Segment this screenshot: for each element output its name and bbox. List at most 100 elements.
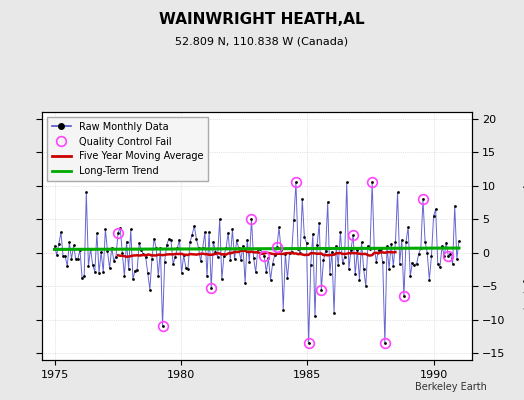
Point: [237, 257, 245, 263]
Point: [396, 260, 404, 267]
Point: [374, 246, 383, 253]
Point: [196, 258, 205, 265]
Point: [252, 269, 260, 276]
Point: [203, 273, 211, 280]
Point: [220, 252, 228, 259]
Point: [148, 256, 156, 262]
Point: [249, 255, 258, 261]
Point: [122, 238, 130, 245]
Point: [173, 245, 181, 252]
Point: [199, 245, 207, 251]
Point: [80, 273, 89, 279]
Point: [355, 276, 364, 283]
Point: [307, 262, 315, 268]
Point: [288, 249, 296, 255]
Point: [370, 245, 378, 251]
Point: [215, 216, 224, 222]
Point: [345, 266, 353, 272]
Point: [272, 244, 281, 250]
Point: [69, 242, 78, 249]
Point: [380, 340, 389, 346]
Legend: Raw Monthly Data, Quality Control Fail, Five Year Moving Average, Long-Term Tren: Raw Monthly Data, Quality Control Fail, …: [47, 117, 208, 181]
Point: [300, 234, 309, 241]
Point: [431, 206, 440, 212]
Point: [239, 243, 247, 249]
Point: [146, 286, 154, 293]
Point: [137, 247, 146, 254]
Point: [139, 251, 148, 258]
Point: [362, 283, 370, 290]
Point: [201, 229, 209, 235]
Point: [82, 189, 91, 196]
Point: [279, 306, 288, 313]
Point: [207, 285, 215, 291]
Point: [444, 253, 453, 259]
Point: [260, 253, 268, 259]
Point: [368, 179, 376, 186]
Point: [334, 262, 343, 268]
Point: [296, 250, 304, 256]
Point: [86, 245, 95, 252]
Point: [302, 240, 311, 246]
Point: [135, 240, 144, 246]
Point: [359, 266, 368, 272]
Point: [372, 259, 380, 265]
Point: [341, 254, 349, 260]
Point: [118, 250, 126, 256]
Point: [211, 248, 220, 255]
Point: [241, 280, 249, 286]
Point: [436, 264, 444, 270]
Point: [421, 238, 429, 245]
Point: [328, 249, 336, 255]
Point: [67, 256, 75, 262]
Point: [243, 236, 252, 243]
Point: [74, 256, 82, 262]
Point: [93, 230, 101, 236]
Point: [256, 246, 264, 252]
Point: [408, 260, 417, 266]
Point: [406, 273, 414, 280]
Point: [254, 246, 262, 252]
Point: [120, 273, 128, 280]
Point: [332, 243, 341, 250]
Point: [311, 313, 319, 320]
Point: [353, 247, 362, 254]
Point: [357, 239, 366, 246]
Point: [190, 223, 199, 229]
Point: [321, 248, 330, 255]
Point: [162, 241, 171, 248]
Point: [286, 250, 294, 256]
Point: [247, 216, 256, 222]
Point: [427, 253, 435, 260]
Point: [105, 265, 114, 271]
Point: [391, 239, 400, 246]
Point: [84, 263, 93, 270]
Point: [347, 246, 355, 253]
Point: [323, 199, 332, 206]
Point: [76, 246, 84, 253]
Point: [453, 256, 461, 262]
Point: [404, 224, 412, 230]
Point: [414, 250, 423, 257]
Point: [99, 269, 107, 275]
Point: [235, 245, 243, 252]
Point: [270, 252, 279, 258]
Text: WAINWRIGHT HEATH,AL: WAINWRIGHT HEATH,AL: [159, 12, 365, 27]
Point: [205, 228, 213, 235]
Point: [451, 203, 459, 209]
Point: [366, 246, 374, 252]
Point: [97, 249, 105, 255]
Point: [222, 245, 230, 251]
Point: [277, 247, 285, 254]
Point: [423, 249, 431, 256]
Point: [107, 244, 116, 251]
Point: [264, 255, 272, 262]
Point: [281, 250, 290, 257]
Point: [268, 260, 277, 267]
Point: [313, 242, 321, 248]
Point: [110, 258, 118, 264]
Point: [176, 236, 184, 243]
Point: [167, 237, 175, 244]
Point: [378, 259, 387, 266]
Point: [387, 241, 396, 247]
